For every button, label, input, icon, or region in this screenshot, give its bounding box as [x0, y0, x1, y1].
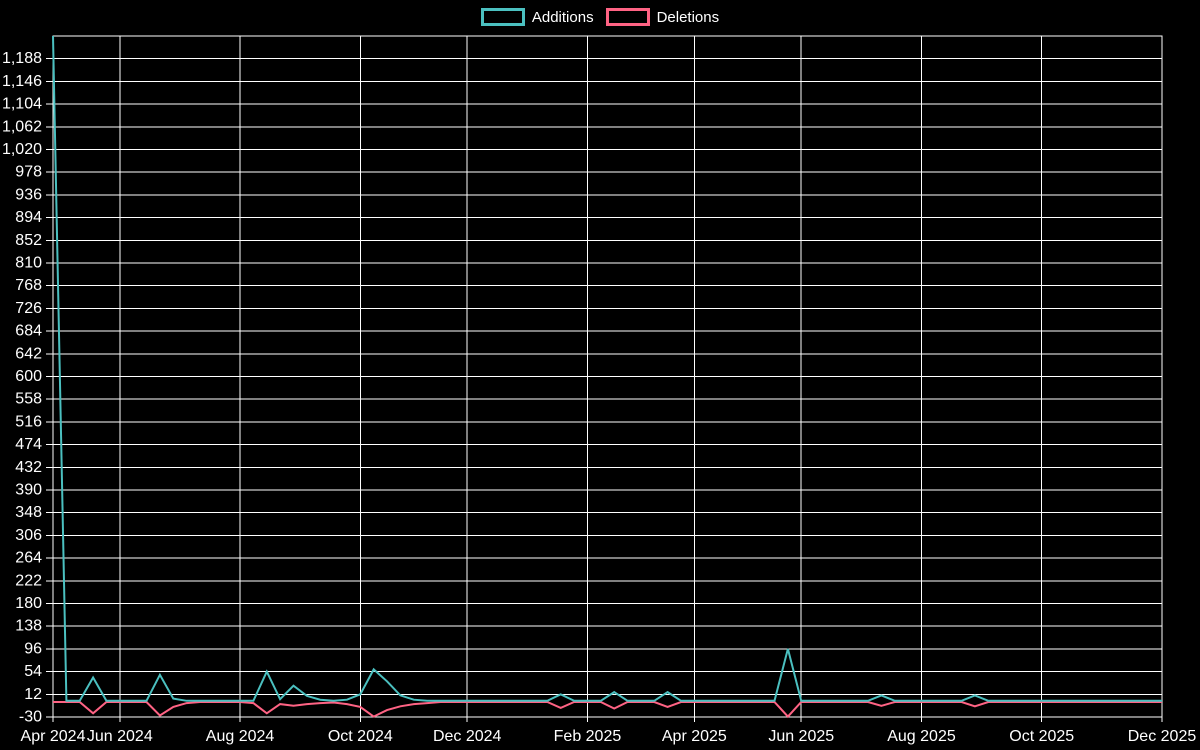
y-tick-label: 600 — [15, 368, 42, 385]
legend-item-additions[interactable]: Additions — [480, 8, 594, 26]
y-tick-label: 348 — [15, 504, 42, 521]
y-tick-label: 726 — [15, 300, 42, 317]
y-tick-label: 180 — [15, 595, 42, 612]
y-tick-label: -30 — [19, 709, 42, 726]
y-tick-label: 642 — [15, 345, 42, 362]
series-line-additions — [52, 35, 1162, 702]
legend-label-deletions: Deletions — [656, 8, 720, 26]
x-tick-label: Aug 2025 — [887, 728, 956, 745]
y-tick-label: 264 — [15, 550, 42, 567]
deletions-swatch-icon — [605, 8, 650, 26]
y-tick-label: 516 — [15, 413, 42, 430]
legend-label-additions: Additions — [531, 8, 594, 26]
y-tick-label: 12 — [24, 686, 42, 703]
y-tick-label: 54 — [24, 663, 42, 680]
y-tick-label: 1,020 — [2, 141, 42, 158]
y-tick-label: 558 — [15, 391, 42, 408]
x-tick-label: Jun 2024 — [87, 728, 153, 745]
y-tick-label: 684 — [15, 323, 42, 340]
series-line-deletions — [53, 701, 1162, 719]
x-tick-label: Oct 2025 — [1009, 728, 1074, 745]
x-tick-label: Aug 2024 — [206, 728, 275, 745]
y-tick-label: 1,104 — [2, 96, 42, 113]
y-tick-label: 1,062 — [2, 118, 42, 135]
y-tick-label: 810 — [15, 255, 42, 272]
x-tick-label: Dec 2024 — [433, 728, 502, 745]
y-tick-label: 474 — [15, 436, 42, 453]
y-tick-label: 96 — [24, 640, 42, 657]
legend-item-deletions[interactable]: Deletions — [605, 8, 720, 26]
y-tick-label: 390 — [15, 482, 42, 499]
y-tick-label: 1,188 — [2, 50, 42, 67]
y-tick-label: 1,146 — [2, 73, 42, 90]
additions-swatch-icon — [480, 8, 525, 26]
x-tick-label: Apr 2025 — [662, 728, 727, 745]
x-tick-label: Jun 2025 — [768, 728, 834, 745]
x-tick-label: Oct 2024 — [328, 728, 393, 745]
y-tick-label: 978 — [15, 164, 42, 181]
y-tick-label: 894 — [15, 209, 42, 226]
y-tick-label: 138 — [15, 618, 42, 635]
y-tick-label: 936 — [15, 186, 42, 203]
x-tick-label: Feb 2025 — [554, 728, 622, 745]
y-tick-label: 432 — [15, 459, 42, 476]
y-tick-label: 852 — [15, 232, 42, 249]
y-tick-label: 222 — [15, 572, 42, 589]
x-tick-label: Dec 2025 — [1128, 728, 1197, 745]
y-tick-label: 306 — [15, 527, 42, 544]
y-tick-label: 768 — [15, 277, 42, 294]
x-tick-label: Apr 2024 — [21, 728, 86, 745]
chart-legend: Additions Deletions — [0, 8, 1200, 26]
